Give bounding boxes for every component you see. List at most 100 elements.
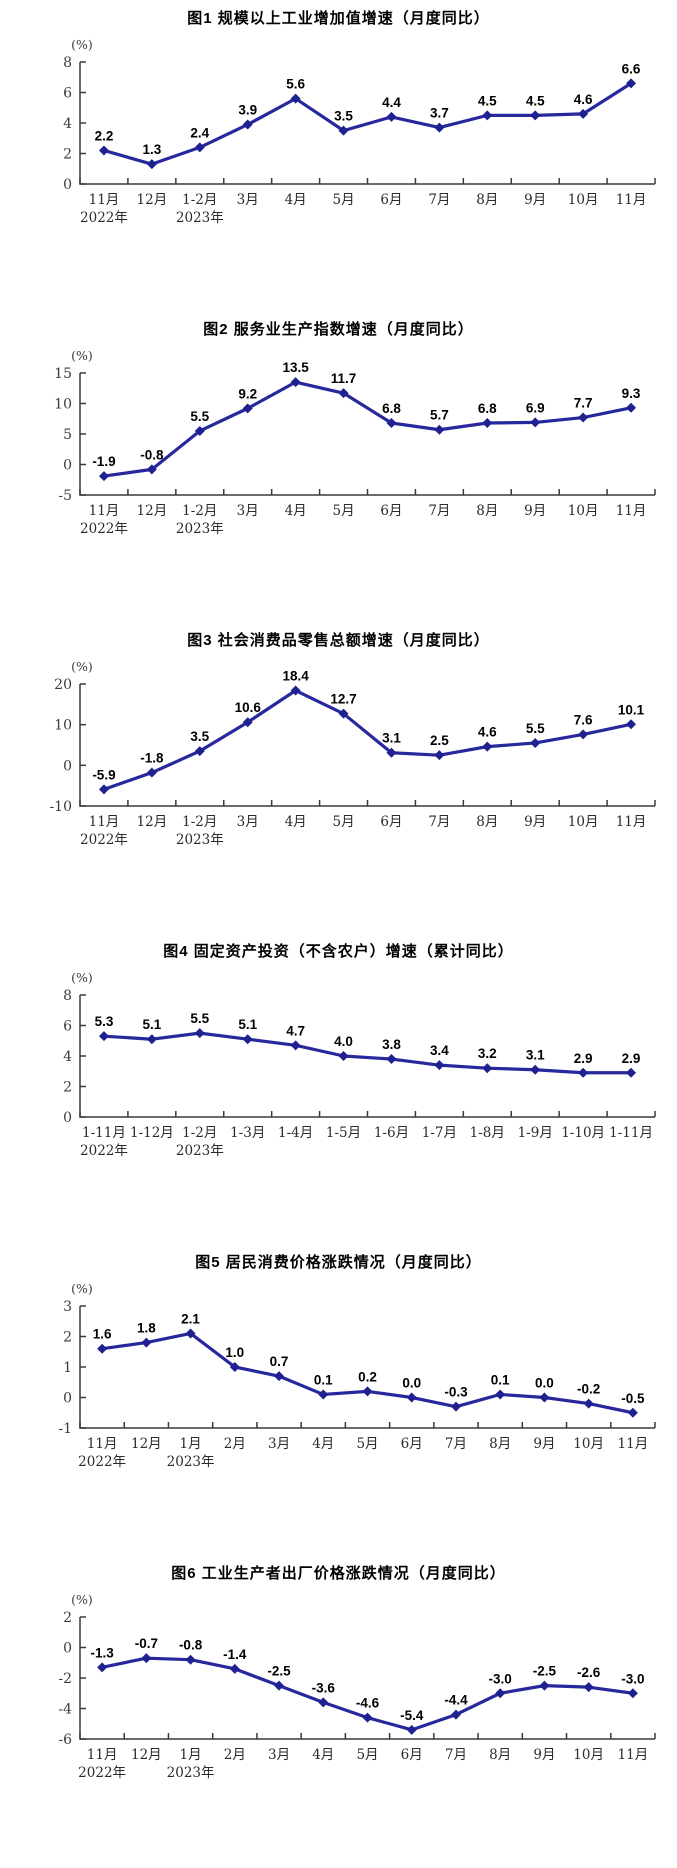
y-tick-label: 0 xyxy=(63,177,72,193)
year-label: 2023年 xyxy=(176,210,224,226)
data-point-marker xyxy=(194,1028,205,1039)
x-tick-label: 5月 xyxy=(332,192,354,208)
data-point-marker xyxy=(362,1386,373,1397)
x-tick-label: 3月 xyxy=(237,814,259,830)
x-tick-label: 7月 xyxy=(428,814,450,830)
data-point-value-label: 5.5 xyxy=(526,721,545,736)
data-point-marker xyxy=(338,388,349,399)
data-point-value-label: 13.5 xyxy=(282,360,309,375)
data-point-value-label: 3.4 xyxy=(430,1043,449,1058)
year-label: 2023年 xyxy=(176,1143,224,1159)
data-point-marker xyxy=(386,111,397,122)
x-tick-label: 1-10月 xyxy=(561,1125,605,1141)
data-point-marker xyxy=(386,418,397,429)
data-point-value-label: 7.7 xyxy=(574,396,593,411)
data-point-marker xyxy=(482,741,493,752)
data-point-marker xyxy=(386,1054,397,1065)
data-point-marker xyxy=(274,1371,285,1382)
data-point-value-label: 3.9 xyxy=(238,103,257,118)
data-point-marker xyxy=(578,108,589,119)
x-tick-label: 10月 xyxy=(568,814,599,830)
x-tick-label: 3月 xyxy=(268,1747,290,1763)
year-label: 2023年 xyxy=(167,1765,215,1781)
line-chart-svg: (%) -10 0 10 20 11月 12月 1-2月 3月 4月 5月 6月 7月 8月 9月 10月 11… xyxy=(49,659,656,848)
x-tick-label: 12月 xyxy=(131,1747,162,1763)
x-tick-label: 1-2月 xyxy=(182,192,217,208)
y-axis-unit-label: (%) xyxy=(71,348,93,363)
data-point-marker xyxy=(146,767,157,778)
data-point-marker xyxy=(406,1724,417,1735)
data-point-marker xyxy=(482,1063,493,1074)
x-tick-label: 10月 xyxy=(568,503,599,519)
x-tick-label: 8月 xyxy=(489,1747,511,1763)
year-label: 2023年 xyxy=(176,521,224,537)
x-tick-label: 1-9月 xyxy=(518,1125,553,1141)
x-tick-label: 3月 xyxy=(268,1436,290,1452)
data-point-marker xyxy=(578,412,589,423)
data-point-value-label: 6.9 xyxy=(526,400,545,415)
x-tick-label: 8月 xyxy=(476,192,498,208)
data-point-value-label: 0.0 xyxy=(402,1376,421,1391)
axis-lines xyxy=(79,373,655,496)
data-point-marker xyxy=(434,122,445,133)
x-tick-label: 9月 xyxy=(533,1436,555,1452)
data-point-value-label: 4.6 xyxy=(574,92,593,107)
data-point-value-label: -2.6 xyxy=(577,1665,601,1680)
x-tick-label: 1-3月 xyxy=(230,1125,265,1141)
chart-title: 图5 居民消费价格涨跌情况（月度同比） xyxy=(195,1254,482,1271)
data-point-marker xyxy=(185,1654,196,1665)
data-point-marker xyxy=(146,1034,157,1045)
line-chart-svg: (%) -5 0 5 10 15 11月 12月 1-2月 3月 4月 5月 6月 7月 8月 9月 10月 11… xyxy=(54,348,656,537)
line-chart-svg: (%) 0 2 4 6 8 11月 12月 1-2月 3月 4月 5月 6月 7月 8月 9月 10月 11月 20… xyxy=(63,37,656,226)
data-point-value-label: 4.6 xyxy=(478,725,497,740)
y-tick-label: 6 xyxy=(63,86,72,102)
data-point-marker xyxy=(290,93,301,104)
data-point-marker xyxy=(290,377,301,388)
data-point-marker xyxy=(482,110,493,121)
data-point-marker xyxy=(627,1688,638,1699)
data-point-marker xyxy=(242,403,253,414)
x-tick-label: 11月 xyxy=(87,1436,118,1452)
chart-figure-3: 图3 社会消费品零售总额增速（月度同比） (%) -10 0 10 20 11月 12月 1-… xyxy=(0,622,677,933)
data-point-value-label: 2.9 xyxy=(622,1051,641,1066)
y-tick-label: 5 xyxy=(63,427,72,443)
data-line xyxy=(102,688,633,791)
x-tick-label: 2月 xyxy=(224,1747,246,1763)
y-tick-label: 15 xyxy=(54,366,72,382)
data-point-marker xyxy=(626,78,637,89)
y-tick-label: 4 xyxy=(63,116,72,132)
x-tick-label: 1-12月 xyxy=(130,1125,174,1141)
data-point-value-label: -3.0 xyxy=(621,1671,644,1686)
axis-lines xyxy=(79,1306,655,1429)
x-tick-label: 8月 xyxy=(476,814,498,830)
data-point-marker xyxy=(626,1067,637,1078)
y-tick-label: -1 xyxy=(58,1421,72,1437)
y-tick-label: 20 xyxy=(54,677,72,693)
data-point-value-label: 6.8 xyxy=(478,401,497,416)
data-point-value-label: 0.1 xyxy=(491,1372,510,1387)
x-tick-label: 11月 xyxy=(89,192,120,208)
x-tick-label: 9月 xyxy=(524,192,546,208)
y-tick-label: 2 xyxy=(63,1610,72,1626)
data-point-value-label: 4.4 xyxy=(382,95,401,110)
data-point-marker xyxy=(194,425,205,436)
data-point-marker xyxy=(98,784,109,795)
data-line xyxy=(102,380,633,478)
y-tick-label: 2 xyxy=(63,1330,72,1346)
data-point-marker xyxy=(318,1697,329,1708)
y-axis-unit-label: (%) xyxy=(71,970,93,985)
data-point-value-label: 2.2 xyxy=(95,128,114,143)
data-point-marker xyxy=(434,750,445,761)
data-point-value-label: 3.8 xyxy=(382,1037,401,1052)
year-label: 2022年 xyxy=(80,832,128,848)
y-tick-label: 1 xyxy=(63,1360,72,1376)
y-tick-label: 2 xyxy=(63,147,72,163)
data-point-value-label: 0.0 xyxy=(535,1376,554,1391)
x-tick-label: 1-6月 xyxy=(374,1125,409,1141)
data-point-value-label: 0.1 xyxy=(314,1372,333,1387)
data-point-marker xyxy=(626,402,637,413)
x-tick-label: 5月 xyxy=(356,1436,378,1452)
data-point-marker xyxy=(338,708,349,719)
y-axis-unit-label: (%) xyxy=(71,37,93,52)
data-point-marker xyxy=(539,1392,550,1403)
